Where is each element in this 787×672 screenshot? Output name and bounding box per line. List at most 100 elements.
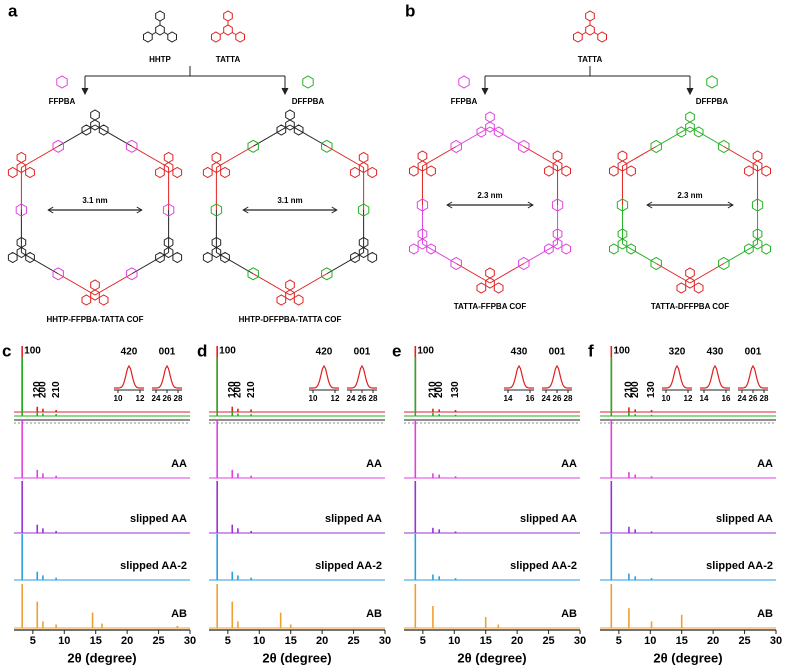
inset-tick-label: 14 [504,394,513,403]
peak-label: 200 [630,381,641,398]
ring [485,121,495,133]
bond [232,32,237,35]
linker-label: FFPBA [49,97,76,106]
ring [617,228,628,240]
ring [450,139,462,154]
x-tick-label: 15 [90,635,102,647]
inset-tick-label: 10 [114,394,123,403]
ring [155,166,165,179]
inset-label: 430 [707,347,724,358]
peak-label: 100 [219,346,236,357]
pore-size: 3.1 nm [277,196,302,205]
ring [409,165,419,177]
x-tick-label: 15 [285,635,297,647]
inset-tick-label: 24 [152,394,161,403]
ring [16,246,27,259]
ring [617,160,628,172]
peak-label: 200 [38,381,49,398]
inset-curve [738,364,768,389]
ring [163,246,174,259]
ring [52,267,64,281]
x-tick-label: 5 [616,635,622,647]
ring [285,289,295,301]
x-tick-label: 20 [511,635,523,647]
ring [761,165,771,177]
ring [752,160,763,172]
ring [357,203,370,217]
ring [685,121,695,133]
inset-label: 001 [549,347,566,358]
bond [94,124,133,147]
ring [90,289,100,301]
ring [143,31,153,43]
ring [163,161,174,174]
ring [235,31,245,43]
ring [585,24,595,36]
ring [211,151,222,164]
ring [609,165,619,177]
ring [223,10,233,22]
ring [98,294,109,306]
inset-curve [700,364,730,389]
ring [650,256,662,271]
ring [220,166,230,179]
x-tick-label: 5 [225,635,231,647]
series-label: slipped AA [325,513,382,525]
series-label: AA [171,458,187,470]
ring [617,238,628,250]
pore-size: 3.1 nm [82,196,107,205]
bond [151,32,156,35]
ring [211,236,222,249]
ring [293,294,304,306]
ring [285,109,295,121]
bond [131,145,169,168]
ring [220,251,230,264]
ring [616,198,629,212]
ring [676,282,687,294]
peak-label: 100 [613,346,630,357]
ring [552,150,563,162]
peak-label: 100 [417,346,434,357]
inset-label: 430 [511,347,528,358]
ring [358,151,369,164]
inset-tick-label: 26 [358,394,367,403]
ring [321,139,333,153]
x-tick-label: 25 [347,635,359,647]
ring [476,282,487,294]
ring [426,165,436,177]
pore-size: 2.3 nm [477,191,502,200]
x-tick-label: 20 [316,635,328,647]
x-tick-label: 30 [770,635,782,647]
ring [90,279,100,291]
x-tick-label: 15 [480,635,492,647]
pore-size: 2.3 nm [677,191,702,200]
x-tick-label: 25 [738,635,750,647]
monomer-label: TATTA [216,55,241,64]
ring [552,160,563,172]
linker-label: DFFPBA [696,97,729,106]
ring [744,165,754,177]
ring [367,251,378,264]
ring [693,126,704,138]
inset-tick-label: 14 [700,394,709,403]
ring [163,236,174,249]
ring [761,243,771,255]
ring [163,151,174,164]
bond [57,273,96,296]
ring [561,243,571,255]
series-label: AB [561,608,577,620]
bond [164,32,169,35]
product-label: TATTA-FFPBA COF [454,302,527,311]
ring [609,243,619,255]
ring [211,31,221,43]
x-tick-label: 10 [253,635,265,647]
ring [693,282,704,294]
bond [216,145,254,168]
ring [350,166,360,179]
x-tick-label: 10 [448,635,460,647]
peak-label: 210 [51,381,62,398]
ring [25,166,35,179]
x-tick-label: 30 [184,635,196,647]
ring [493,282,504,294]
ring [417,238,428,250]
